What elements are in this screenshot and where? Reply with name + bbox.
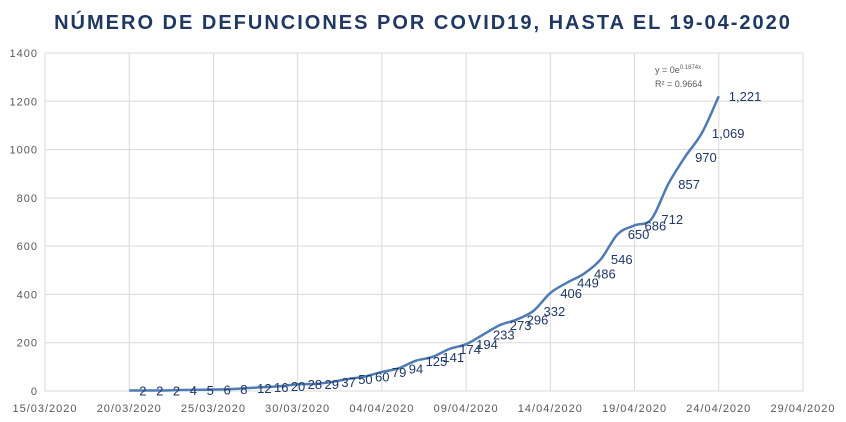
data-label: 486 [594,267,616,282]
data-label: 857 [678,177,700,192]
data-label: 12 [257,381,271,396]
data-label: 5 [207,383,214,398]
data-label: 970 [695,150,717,165]
x-tick-label: 30/03/2020 [265,403,330,415]
x-tick-label: 29/04/2020 [770,403,835,415]
data-label: 296 [527,313,549,328]
data-label: 37 [341,375,355,390]
data-label: 406 [560,286,582,301]
x-tick-label: 20/03/2020 [97,403,162,415]
data-label: 94 [409,361,423,376]
x-tick-label: 24/04/2020 [686,403,751,415]
series-line [129,95,720,392]
data-label: 2 [156,384,163,399]
data-label: 50 [358,372,372,387]
data-label: 546 [611,252,633,267]
y-tick-label: 600 [17,241,38,253]
x-tick-label: 19/04/2020 [602,403,667,415]
data-label: 449 [577,276,599,291]
y-tick-label: 0 [31,386,38,398]
data-label: 233 [493,328,515,343]
y-tick-label: 1200 [10,96,38,108]
data-label: 686 [645,218,667,233]
data-label: 2 [173,384,180,399]
data-label: 712 [661,212,683,227]
trendline-r2: R² = 0.9664 [655,79,702,89]
data-label: 28 [308,377,322,392]
chart-title: NÚMERO DE DEFUNCIONES POR COVID19, HASTA… [54,12,792,34]
data-label: 194 [476,337,498,352]
data-label: 2 [139,384,146,399]
data-label: 29 [325,377,339,392]
x-tick-label: 25/03/2020 [181,403,246,415]
x-tick-label: 14/04/2020 [518,403,583,415]
data-label: 60 [375,370,389,385]
data-label: 125 [426,354,448,369]
data-label: 16 [274,380,288,395]
y-tick-label: 200 [17,338,38,350]
data-label: 20 [291,379,305,394]
x-tick-label: 04/04/2020 [349,403,414,415]
y-tick-label: 400 [17,289,38,301]
trendline-equation: y = 0e0.1874x [655,65,701,75]
data-label: 332 [543,304,565,319]
data-label: 273 [510,318,532,333]
data-label: 1,069 [712,126,745,141]
y-tick-label: 1400 [10,48,38,60]
y-tick-label: 800 [17,193,38,205]
data-label: 8 [240,382,247,397]
data-label: 650 [628,227,650,242]
data-label: 174 [459,342,481,357]
data-label: 141 [442,350,464,365]
x-tick-label: 09/04/2020 [434,403,499,415]
data-label: 79 [392,365,406,380]
x-tick-label: 15/03/2020 [12,403,77,415]
data-label: 1,221 [729,89,762,104]
y-tick-label: 1000 [10,145,38,157]
data-label: 6 [223,383,230,398]
data-label: 4 [190,383,197,398]
